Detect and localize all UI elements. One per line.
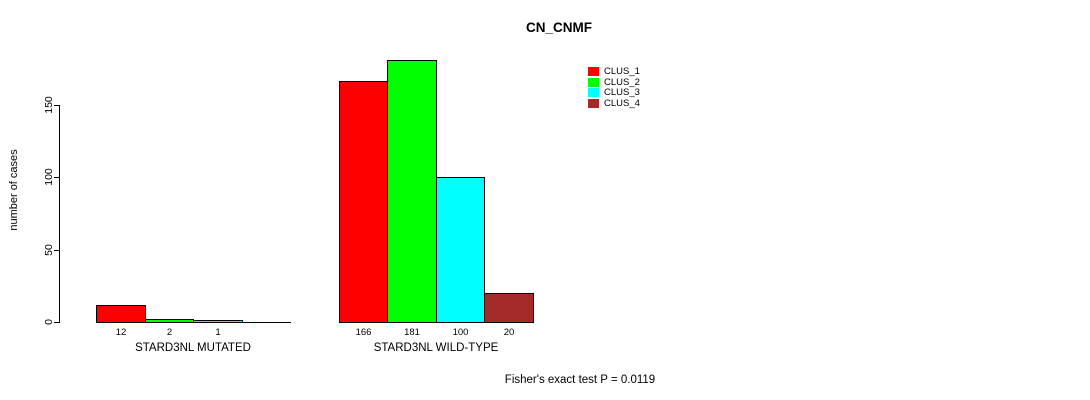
bar-clus_1-group2 [339, 81, 388, 323]
y-axis-label: number of cases [8, 149, 20, 231]
legend-swatch-clus_1 [588, 66, 599, 76]
bar-clus_2-group2 [387, 60, 437, 323]
y-tick [54, 322, 59, 323]
bar-value-label: 2 [166, 327, 173, 338]
legend: CLUS_1 CLUS_2 CLUS_3 CLUS_4 [588, 66, 640, 109]
legend-item-label: CLUS_3 [604, 87, 640, 99]
bar-value-label: 100 [452, 327, 469, 338]
y-axis-spine [59, 104, 60, 323]
bar-value-label: 20 [503, 327, 515, 338]
y-tick [54, 249, 59, 251]
bar-clus_4-group2 [484, 293, 534, 323]
y-tick [54, 104, 59, 106]
legend-swatch-clus_2 [588, 77, 599, 87]
bar-value-label: 181 [404, 327, 420, 338]
legend-item-label: CLUS_4 [604, 97, 640, 109]
bar-clus_3-group1 [193, 320, 243, 323]
bar-clus_2-group1 [145, 319, 194, 323]
x-group-label: STARD3NL WILD-TYPE [373, 342, 499, 354]
legend-item-label: CLUS_1 [604, 65, 640, 77]
bar-value-label: 166 [355, 327, 372, 338]
legend-item-clus_1: CLUS_1 [588, 66, 640, 77]
x-group-label: STARD3NL MUTATED [135, 342, 251, 354]
legend-swatch-clus_3 [588, 88, 599, 98]
y-tick [54, 177, 59, 178]
legend-item-clus_3: CLUS_3 [588, 87, 640, 98]
bar-value-label: 12 [115, 327, 127, 338]
chart-title: CN_CNMF [526, 20, 592, 35]
y-tick-label: 0 [43, 319, 55, 325]
y-tick-label: 100 [43, 168, 55, 186]
legend-item-clus_4: CLUS_4 [588, 98, 640, 109]
bar-clus_3-group2 [436, 177, 485, 323]
y-tick-label: 50 [43, 243, 55, 256]
y-tick-label: 150 [43, 95, 55, 114]
bar-value-label: 1 [215, 327, 221, 338]
fisher-test-annotation: Fisher's exact test P = 0.0119 [504, 374, 656, 386]
bar-clus_1-group1 [96, 305, 146, 323]
legend-item-clus_2: CLUS_2 [588, 77, 640, 88]
legend-item-label: CLUS_2 [604, 76, 640, 88]
legend-swatch-clus_4 [588, 98, 599, 108]
